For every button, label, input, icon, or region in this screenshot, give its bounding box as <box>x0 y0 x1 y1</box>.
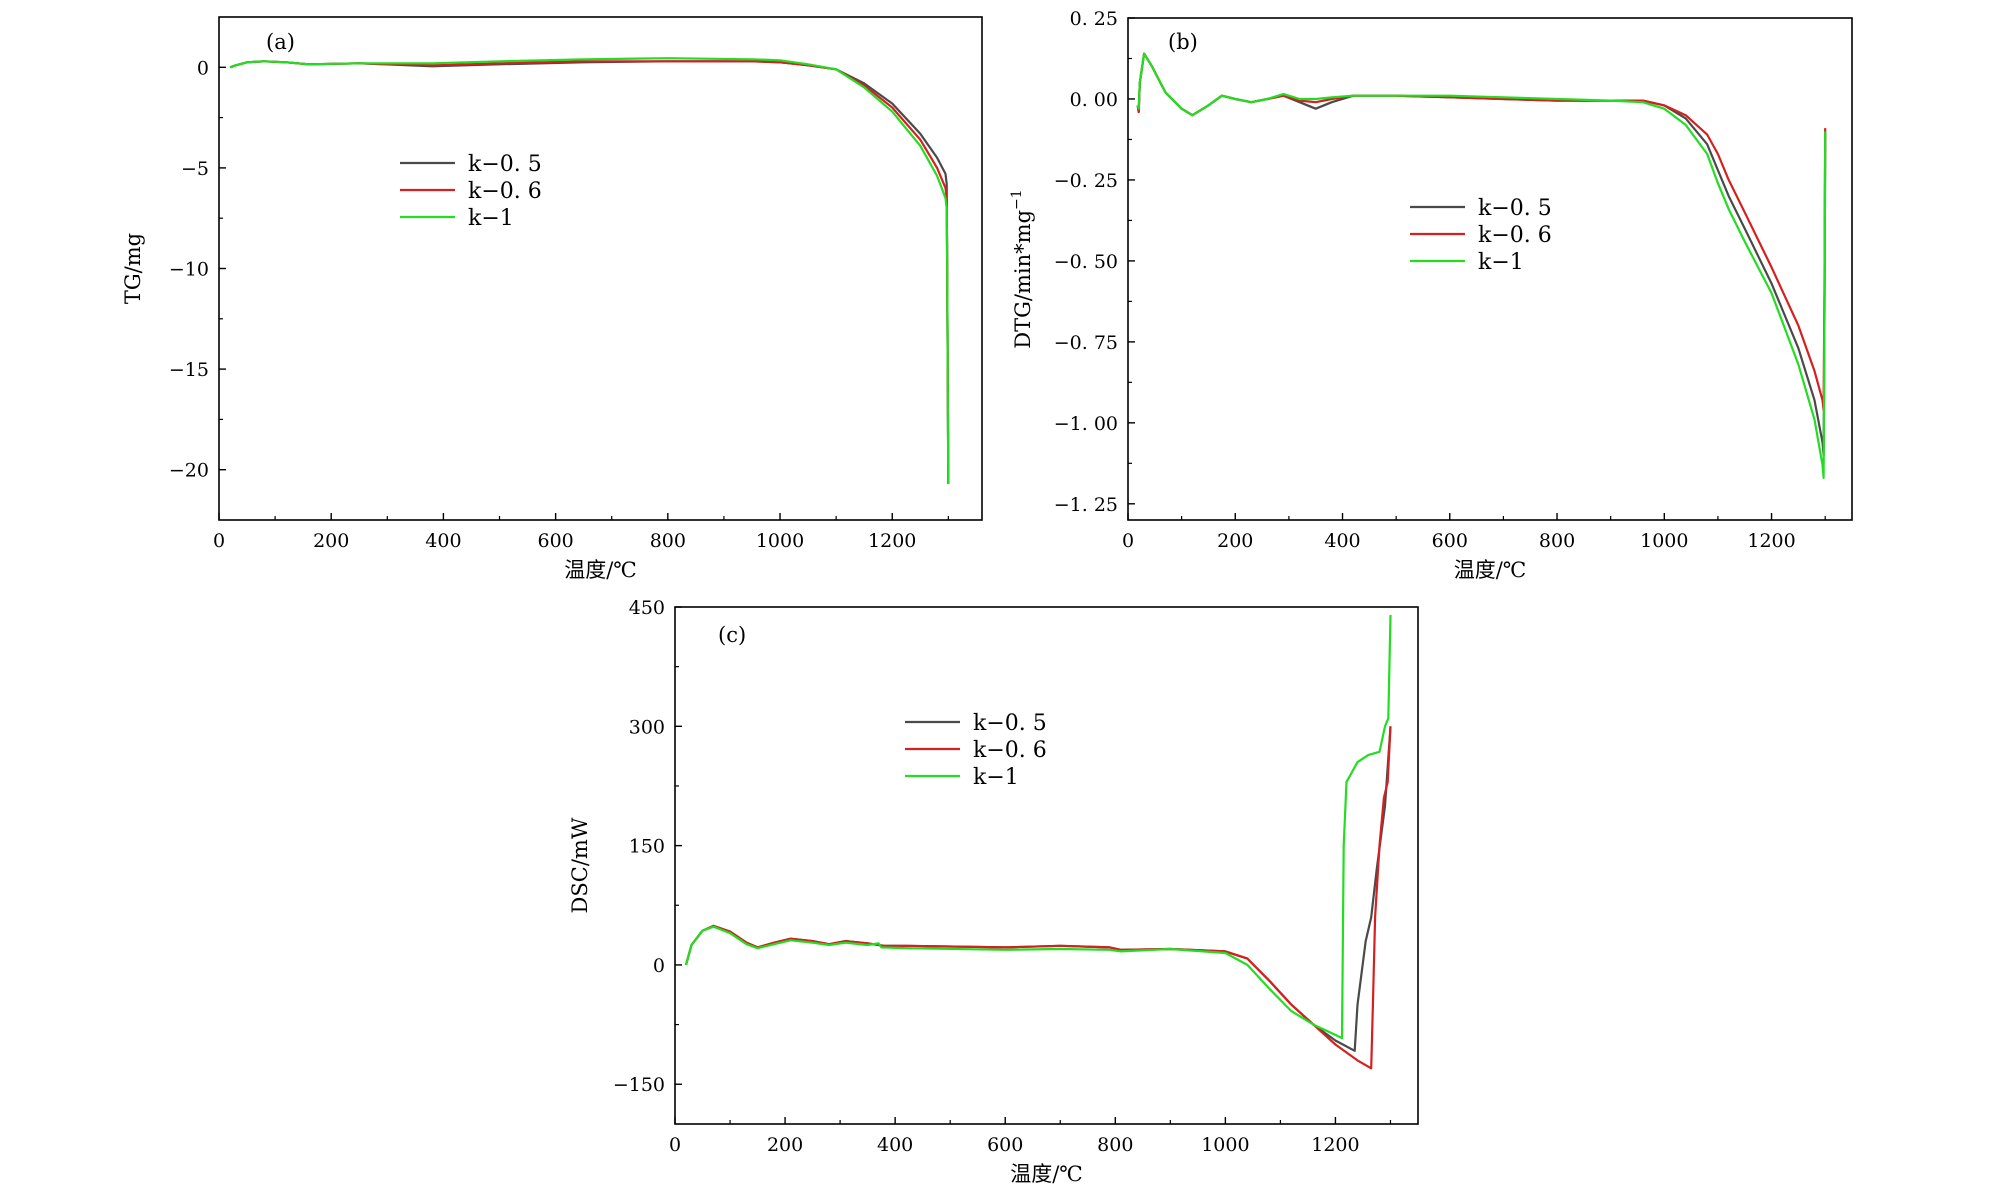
chart-panel-b: 0 200 400 600 800 1000 1200 0. 25 0. 00 −0. 25 −0.… <box>1009 8 1853 582</box>
y-axis-title: DSC/mW <box>568 817 592 913</box>
y-axis-title: DTG/min*mg−1 <box>1009 189 1035 348</box>
legend-label: k−1 <box>973 765 1019 790</box>
x-tick-label: 600 <box>1432 530 1468 552</box>
panel-label: (b) <box>1168 30 1198 54</box>
x-tick-label: 1200 <box>1747 530 1795 552</box>
x-tick-label: 1000 <box>1640 530 1688 552</box>
y-tick-label: −1. 25 <box>1054 494 1118 516</box>
plot-frame <box>1127 17 1853 521</box>
y-tick-label: −10 <box>169 259 209 281</box>
panel-label: (a) <box>266 30 295 54</box>
legend-label: k−0. 6 <box>468 179 542 204</box>
x-tick-label: 1200 <box>868 530 916 552</box>
legend-label: k−0. 6 <box>1478 223 1552 248</box>
y-tick-label: −15 <box>169 359 209 381</box>
chart-panel-c: 0 200 400 600 800 1000 1200 450 300 150 0 −150 温度/℃ D… <box>568 597 1419 1186</box>
y-tick-label: −5 <box>181 158 209 180</box>
x-tick-label: 0 <box>669 1134 681 1156</box>
series-line-3 <box>1136 52 1827 479</box>
series-line-3 <box>684 614 1392 1040</box>
x-tick-label: 400 <box>425 530 461 552</box>
chart-panel-a: 0 200 400 600 800 1000 1200 0 −5 −10 −15 −20 温度/℃ TG/… <box>121 16 983 582</box>
y-axis-title-text: DSC/mW <box>568 817 592 913</box>
x-tick-label: 1000 <box>1201 1134 1249 1156</box>
legend: k−0. 5k−0. 6k−1 <box>400 152 542 231</box>
series-line-2 <box>229 60 950 484</box>
y-tick-label: −150 <box>613 1074 665 1096</box>
series-line-2 <box>684 726 1392 1070</box>
x-tick-label: 800 <box>650 530 686 552</box>
y-tick-label: −0. 50 <box>1054 251 1118 273</box>
y-tick-label: −1. 00 <box>1054 413 1118 435</box>
series-line-3 <box>229 57 950 484</box>
x-axis-title: 温度/℃ <box>564 558 637 582</box>
legend-label: k−0. 6 <box>973 738 1047 763</box>
y-tick-label: 0 <box>653 955 665 977</box>
y-axis-title-superscript: −1 <box>1009 189 1025 210</box>
y-tick-label: 150 <box>629 836 665 858</box>
x-tick-label: 800 <box>1539 530 1575 552</box>
y-tick-label: 0. 00 <box>1070 89 1118 111</box>
x-tick-label: 200 <box>767 1134 803 1156</box>
x-tick-label: 600 <box>537 530 573 552</box>
y-tick-label: −0. 75 <box>1054 332 1118 354</box>
legend-label: k−0. 5 <box>1478 196 1552 221</box>
x-tick-label: 600 <box>987 1134 1023 1156</box>
plot-frame <box>218 16 983 521</box>
x-tick-label: 400 <box>1324 530 1360 552</box>
legend-label: k−1 <box>468 206 514 231</box>
x-axis-title: 温度/℃ <box>1010 1162 1083 1186</box>
y-tick-label: 0. 25 <box>1070 8 1118 30</box>
y-axis-title: TG/mg <box>121 233 145 304</box>
y-tick-label: 300 <box>629 716 665 738</box>
x-tick-label: 400 <box>877 1134 913 1156</box>
legend-label: k−0. 5 <box>973 711 1047 736</box>
y-tick-label: −0. 25 <box>1054 170 1118 192</box>
series-line-1 <box>229 60 950 484</box>
y-tick-label: −20 <box>169 460 209 482</box>
x-tick-label: 1200 <box>1311 1134 1359 1156</box>
legend: k−0. 5k−0. 6k−1 <box>1410 196 1552 275</box>
legend-label: k−0. 5 <box>468 152 542 177</box>
panel-label: (c) <box>718 623 746 647</box>
x-axis-title: 温度/℃ <box>1454 558 1527 582</box>
x-tick-label: 1000 <box>756 530 804 552</box>
plot-frame <box>674 606 1419 1125</box>
y-tick-label: 0 <box>197 57 209 79</box>
x-tick-label: 200 <box>313 530 349 552</box>
x-tick-label: 0 <box>1122 530 1134 552</box>
legend: k−0. 5k−0. 6k−1 <box>905 711 1047 790</box>
x-tick-label: 0 <box>213 530 225 552</box>
x-tick-label: 200 <box>1217 530 1253 552</box>
x-tick-label: 800 <box>1097 1134 1133 1156</box>
series-line-1 <box>684 726 1392 1052</box>
legend-label: k−1 <box>1478 250 1524 275</box>
y-axis-title-text: TG/mg <box>121 233 145 304</box>
y-tick-label: 450 <box>629 597 665 619</box>
y-axis-title-text: DTG/min*mg <box>1011 210 1035 349</box>
